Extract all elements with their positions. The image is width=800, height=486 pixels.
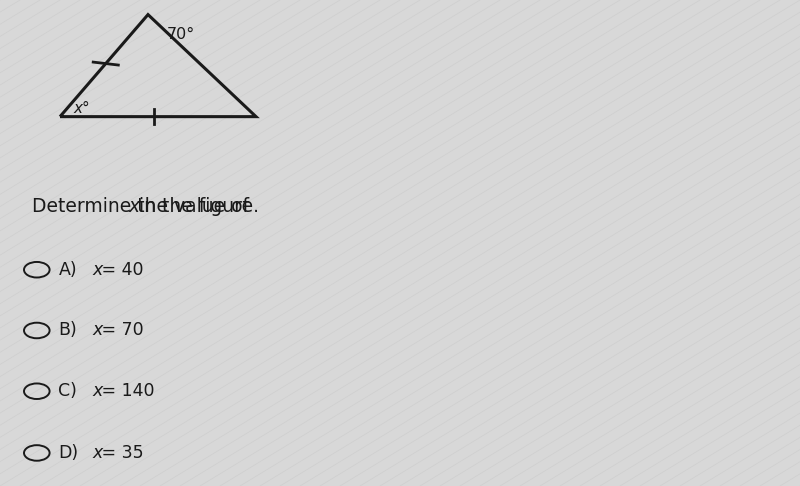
Text: 70°: 70° xyxy=(166,27,194,42)
Text: = 40: = 40 xyxy=(96,260,143,279)
Text: = 35: = 35 xyxy=(96,444,143,462)
Text: x: x xyxy=(129,197,140,216)
Text: x: x xyxy=(92,444,102,462)
Text: x: x xyxy=(92,321,102,340)
Text: x: x xyxy=(92,260,102,279)
Text: x: x xyxy=(92,382,102,400)
Text: C): C) xyxy=(58,382,78,400)
Text: D): D) xyxy=(58,444,78,462)
Text: x°: x° xyxy=(74,101,90,116)
Text: A): A) xyxy=(58,260,77,279)
Text: Determine the value of: Determine the value of xyxy=(32,197,255,216)
Text: in the figure.: in the figure. xyxy=(133,197,259,216)
Text: B): B) xyxy=(58,321,77,340)
Text: = 140: = 140 xyxy=(96,382,154,400)
Text: = 70: = 70 xyxy=(96,321,143,340)
